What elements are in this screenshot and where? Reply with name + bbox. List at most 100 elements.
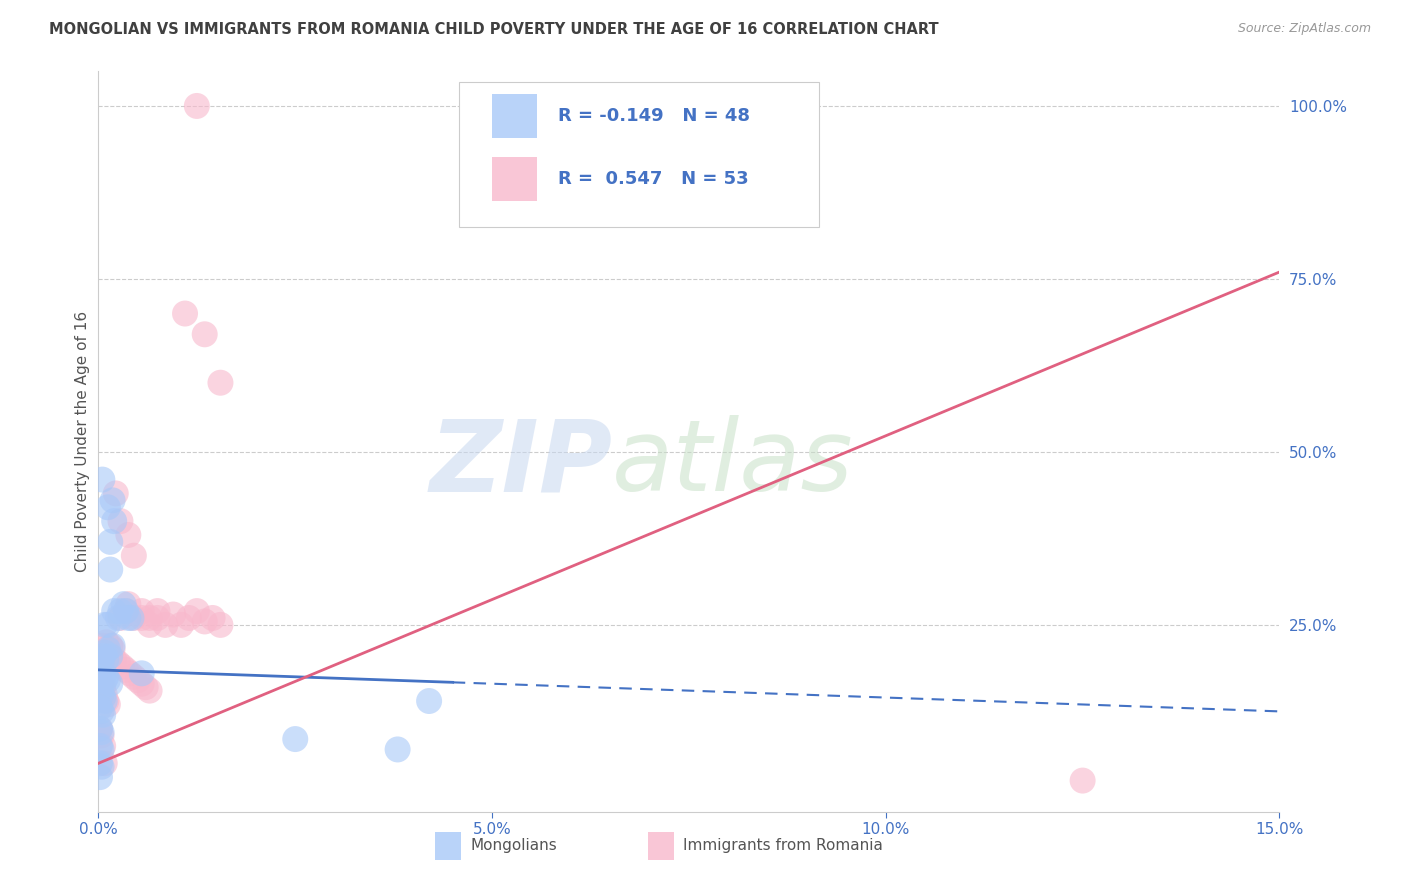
Point: [117, 597, 139, 611]
Point: [96, 670, 118, 684]
Point: [110, 604, 132, 618]
Point: [284, 732, 307, 747]
Point: [131, 666, 153, 681]
Text: Immigrants from Romania: Immigrants from Romania: [683, 838, 883, 854]
Point: [96, 652, 118, 666]
Point: [138, 618, 160, 632]
Point: [118, 666, 141, 681]
FancyBboxPatch shape: [492, 94, 537, 138]
Point: [97, 618, 120, 632]
Point: [90, 760, 112, 774]
Point: [103, 652, 125, 666]
Point: [186, 99, 208, 113]
Point: [117, 528, 139, 542]
Point: [91, 670, 114, 684]
Point: [177, 611, 200, 625]
Point: [122, 670, 145, 684]
Point: [107, 611, 129, 625]
Point: [97, 698, 120, 712]
Point: [194, 327, 217, 342]
Point: [89, 756, 111, 771]
Point: [112, 597, 135, 611]
Point: [96, 635, 118, 649]
FancyBboxPatch shape: [648, 831, 673, 860]
Point: [91, 690, 114, 705]
Point: [115, 604, 138, 618]
Text: R =  0.547   N = 53: R = 0.547 N = 53: [558, 169, 748, 187]
Text: R = -0.149   N = 48: R = -0.149 N = 48: [558, 107, 749, 125]
Point: [131, 604, 153, 618]
Point: [89, 666, 111, 681]
Point: [115, 604, 138, 618]
Point: [162, 607, 184, 622]
Point: [146, 604, 169, 618]
Point: [89, 663, 111, 677]
Point: [91, 648, 114, 663]
Point: [101, 639, 124, 653]
Point: [89, 652, 111, 666]
Point: [93, 646, 115, 660]
FancyBboxPatch shape: [434, 831, 461, 860]
Point: [90, 687, 112, 701]
Point: [98, 534, 121, 549]
Point: [89, 770, 111, 784]
Point: [121, 611, 143, 625]
FancyBboxPatch shape: [458, 82, 818, 227]
Point: [89, 722, 111, 736]
Point: [122, 611, 145, 625]
Point: [117, 611, 139, 625]
Point: [111, 659, 134, 673]
Point: [135, 680, 157, 694]
Point: [89, 683, 111, 698]
Point: [170, 618, 193, 632]
Point: [110, 611, 132, 625]
Point: [98, 639, 121, 653]
Point: [98, 676, 121, 690]
Point: [103, 514, 125, 528]
Point: [103, 604, 125, 618]
Point: [101, 642, 124, 657]
Point: [138, 611, 160, 625]
Point: [97, 673, 120, 688]
Text: MONGOLIAN VS IMMIGRANTS FROM ROMANIA CHILD POVERTY UNDER THE AGE OF 16 CORRELATI: MONGOLIAN VS IMMIGRANTS FROM ROMANIA CHI…: [49, 22, 939, 37]
Point: [93, 646, 115, 660]
Text: ZIP: ZIP: [429, 416, 612, 512]
Point: [209, 618, 232, 632]
Point: [91, 680, 114, 694]
Text: Mongolians: Mongolians: [471, 838, 557, 854]
Point: [91, 707, 114, 722]
Y-axis label: Child Poverty Under the Age of 16: Child Poverty Under the Age of 16: [75, 311, 90, 572]
Point: [138, 683, 160, 698]
Point: [186, 604, 208, 618]
Point: [209, 376, 232, 390]
Point: [93, 694, 115, 708]
Text: atlas: atlas: [612, 416, 853, 512]
Point: [91, 473, 114, 487]
Point: [418, 694, 440, 708]
Point: [110, 514, 132, 528]
Point: [194, 615, 217, 629]
Point: [90, 742, 112, 756]
Point: [93, 756, 115, 771]
Point: [90, 729, 112, 743]
Point: [90, 705, 112, 719]
Point: [98, 563, 121, 577]
Point: [89, 722, 111, 736]
Text: Source: ZipAtlas.com: Source: ZipAtlas.com: [1237, 22, 1371, 36]
Point: [387, 742, 409, 756]
Point: [174, 306, 197, 320]
Point: [91, 739, 114, 753]
Point: [90, 656, 112, 670]
Point: [93, 673, 115, 688]
Point: [104, 486, 127, 500]
Point: [97, 646, 120, 660]
Point: [131, 676, 153, 690]
Point: [97, 642, 120, 657]
Point: [115, 663, 138, 677]
Point: [122, 549, 145, 563]
FancyBboxPatch shape: [492, 156, 537, 201]
Point: [89, 701, 111, 715]
Point: [90, 673, 112, 688]
Point: [96, 694, 118, 708]
Point: [1071, 773, 1094, 788]
